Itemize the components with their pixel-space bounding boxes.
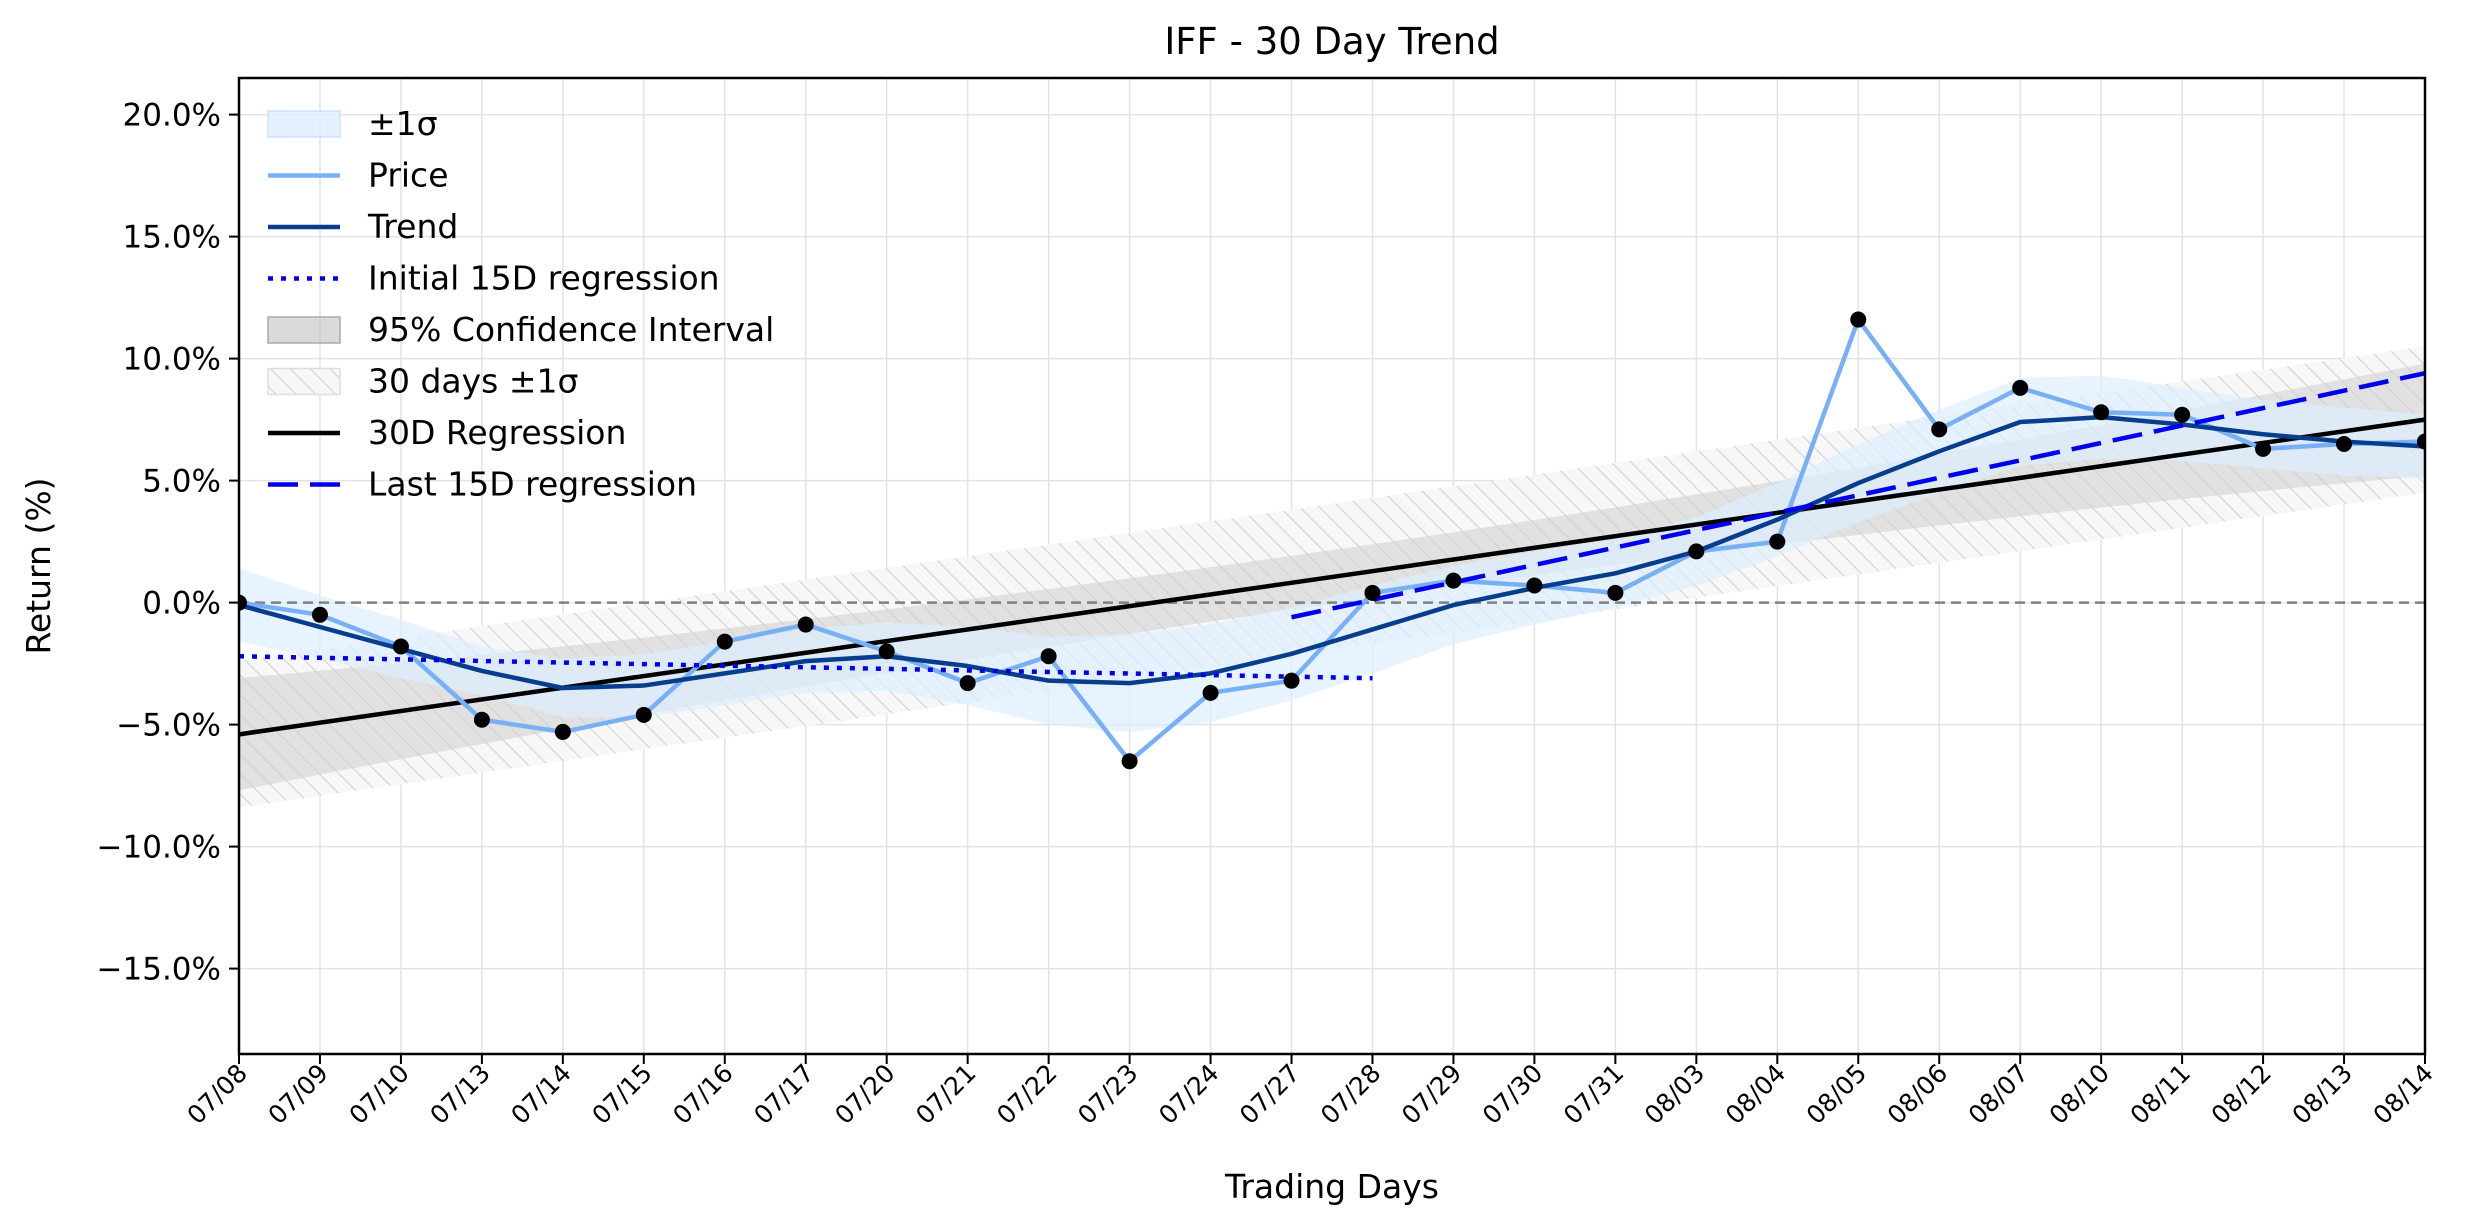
legend-label-1: Price	[368, 156, 449, 195]
price-point-22	[2012, 379, 2029, 396]
price-point-0	[239, 594, 247, 611]
price-point-24	[2174, 406, 2191, 423]
legend-label-2: Trend	[367, 207, 458, 246]
y-tick-label-5: 10.0%	[123, 342, 221, 378]
price-point-10	[1040, 648, 1057, 665]
chart-title: IFF - 30 Day Trend	[1164, 20, 1499, 63]
price-point-5	[635, 706, 652, 723]
price-point-17	[1607, 584, 1624, 601]
price-point-12	[1202, 684, 1219, 701]
legend-item-7: Last 15D regression	[268, 465, 697, 504]
plot-frame	[237, 76, 2427, 1056]
legend-item-2: Trend	[268, 207, 458, 246]
price-point-20	[1850, 311, 1867, 328]
x-axis-title: Trading Days	[1224, 1167, 1439, 1206]
legend-item-4: 95% Confidence Interval	[267, 310, 774, 349]
price-point-3	[473, 711, 490, 728]
y-tick-label-1: −10.0%	[97, 830, 221, 866]
legend-item-6: 30D Regression	[268, 413, 626, 452]
price-point-2	[392, 638, 409, 655]
y-tick-label-3: 0.0%	[142, 586, 221, 622]
legend-item-0: ±1σ	[267, 104, 438, 143]
price-point-23	[2093, 404, 2110, 421]
legend-item-1: Price	[268, 156, 449, 195]
y-tick-label-7: 20.0%	[123, 98, 221, 134]
y-tick-label-6: 15.0%	[123, 220, 221, 256]
price-point-25	[2255, 440, 2272, 457]
price-point-26	[2336, 436, 2353, 452]
price-point-19	[1769, 533, 1786, 550]
legend-label-0: ±1σ	[368, 104, 438, 143]
price-point-4	[554, 723, 571, 740]
legend-label-3: Initial 15D regression	[368, 259, 720, 298]
y-tick-label-2: −5.0%	[116, 708, 221, 744]
price-point-11	[1121, 753, 1138, 770]
price-point-14	[1364, 584, 1381, 601]
price-point-15	[1445, 572, 1462, 589]
series-lines	[239, 317, 2425, 764]
price-point-7	[797, 616, 814, 633]
y-axis: −15.0% −10.0% −5.0% 0.0% 5.0% 10.0% 15.0% 20.0%	[97, 98, 239, 988]
legend-label-5: 30 days ±1σ	[368, 362, 578, 401]
price-point-6	[716, 633, 733, 650]
legend-label-6: 30D Regression	[368, 413, 626, 452]
price-point-8	[878, 643, 895, 660]
price-points	[239, 311, 2425, 770]
y-tick-label-0: −15.0%	[97, 952, 221, 988]
price-point-1	[311, 606, 328, 623]
y-tick-label-4: 5.0%	[142, 464, 221, 500]
price-point-13	[1283, 672, 1300, 689]
line-trend	[239, 414, 2425, 691]
price-point-18	[1688, 543, 1705, 560]
legend-label-4: 95% Confidence Interval	[368, 310, 774, 349]
price-point-9	[959, 675, 976, 692]
line-30d-regression	[239, 417, 2425, 737]
legend: ±1σ Price Trend Initial 15D regression 95% C…	[267, 104, 774, 504]
legend-item-3: Initial 15D regression	[268, 259, 720, 298]
price-point-21	[1931, 421, 1948, 438]
price-point-16	[1526, 577, 1543, 594]
legend-label-7: Last 15D regression	[368, 465, 697, 504]
line-last-15d	[1291, 371, 2425, 620]
y-axis-title: Return (%)	[19, 477, 58, 654]
band-sigma	[239, 375, 2425, 732]
line-price	[239, 317, 2425, 764]
price-point-27	[2417, 433, 2425, 450]
legend-item-5: 30 days ±1σ	[267, 362, 578, 401]
